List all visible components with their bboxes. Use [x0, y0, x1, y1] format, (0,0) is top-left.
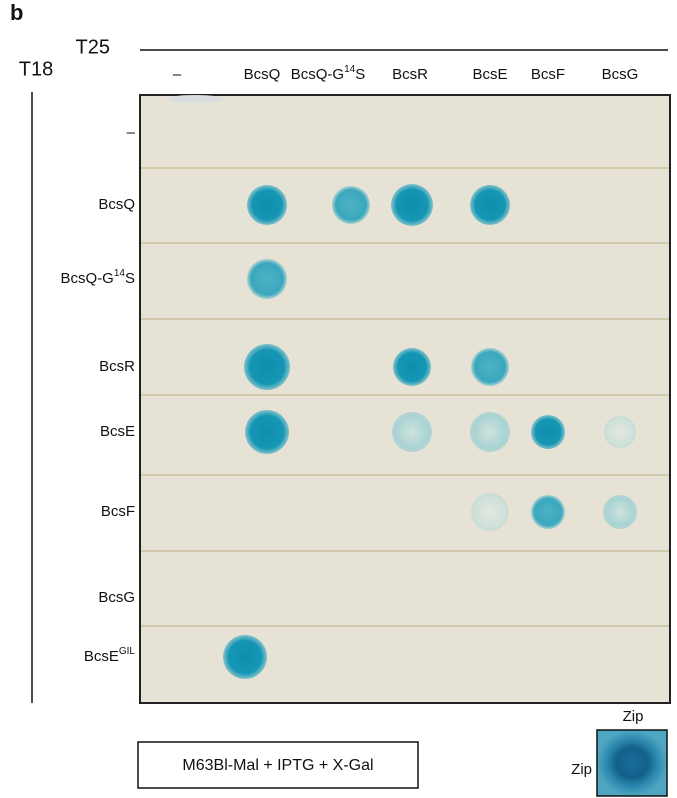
row-axis-label: T18: [19, 58, 53, 80]
growth-spot: [531, 495, 565, 529]
column-label: –: [173, 66, 182, 83]
control-spot: [597, 730, 667, 796]
column-label: BcsF: [531, 66, 565, 83]
column-label: BcsG: [602, 66, 639, 83]
column-label: BcsQ: [244, 66, 281, 83]
row-label: BcsE: [100, 423, 135, 440]
row-label: BcsEGIL: [84, 646, 136, 665]
row-label: BcsQ: [98, 196, 135, 213]
growth-spot: [470, 185, 510, 225]
growth-spot: [531, 415, 565, 449]
column-label-sup: 14: [344, 64, 356, 75]
row-label-end: S: [125, 270, 135, 287]
growth-spot: [247, 259, 287, 299]
growth-spot: [603, 495, 637, 529]
row-label-sup: 14: [114, 268, 126, 279]
growth-spot: [245, 410, 289, 454]
row-label: BcsF: [101, 503, 135, 520]
row-label: –: [127, 124, 136, 141]
column-axis-label: T25: [76, 36, 110, 58]
column-label-base: BcsQ-G: [291, 66, 344, 83]
column-label: BcsQ-G14S: [291, 64, 365, 83]
row-label-base: BcsE: [84, 648, 119, 665]
growth-spot: [223, 635, 267, 679]
growth-spot: [470, 412, 510, 452]
row-label-sup: GIL: [119, 646, 136, 657]
control-column-label: Zip: [623, 708, 644, 725]
medium-label: M63Bl-Mal + IPTG + X-Gal: [182, 757, 373, 774]
growth-spot: [247, 185, 287, 225]
row-label: BcsQ-G14S: [61, 268, 135, 287]
growth-spot: [471, 348, 509, 386]
growth-spot: [392, 412, 432, 452]
column-label: BcsE: [472, 66, 507, 83]
column-label: BcsR: [392, 66, 428, 83]
growth-spot: [604, 416, 636, 448]
growth-spot: [244, 344, 290, 390]
growth-spot: [332, 186, 370, 224]
control-row-label: Zip: [571, 761, 592, 778]
panel-label: b: [10, 0, 23, 25]
row-label-base: BcsQ-G: [61, 270, 114, 287]
growth-spot: [393, 348, 431, 386]
smudge: [167, 95, 223, 103]
row-label: BcsR: [99, 358, 135, 375]
column-label-end: S: [355, 66, 365, 83]
growth-spot: [391, 184, 433, 226]
row-label: BcsG: [98, 589, 135, 606]
growth-spot: [471, 493, 509, 531]
figure: b T25 T18 –BcsQBcsQ-G14SBcsRBcsEBcsFBcsG…: [0, 0, 677, 798]
